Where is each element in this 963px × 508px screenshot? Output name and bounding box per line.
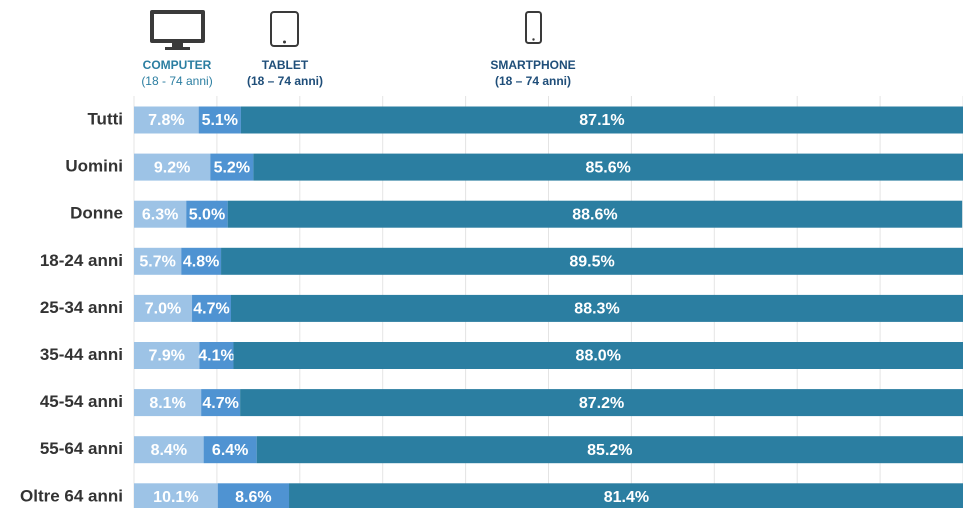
y-tick-label: 55-64 anni	[40, 439, 123, 458]
value-label: 87.1%	[579, 112, 624, 129]
bar-segment	[210, 153, 254, 181]
y-tick-label: Oltre 64 anni	[20, 486, 123, 505]
bar-segment	[240, 389, 963, 417]
value-label: 4.1%	[198, 348, 234, 365]
value-label: 88.3%	[574, 301, 619, 318]
value-label: 5.7%	[139, 254, 175, 271]
bar-segment	[134, 389, 202, 417]
bar-segment	[253, 153, 963, 181]
value-label: 6.4%	[212, 442, 248, 459]
legend-range: (18 - 74 anni)	[141, 74, 212, 88]
value-label: 5.1%	[202, 112, 238, 129]
bar-segment	[230, 294, 963, 322]
y-tick-label: Uomini	[65, 157, 123, 176]
value-label: 9.2%	[154, 159, 190, 176]
bar-segment	[134, 342, 200, 369]
legend-range: (18 – 74 anni)	[495, 74, 571, 88]
value-label: 88.6%	[572, 206, 617, 223]
value-label: 4.8%	[183, 254, 219, 271]
bar-segment	[221, 247, 963, 275]
y-tick-label: 35-44 anni	[40, 345, 123, 364]
value-label: 5.0%	[189, 206, 225, 223]
bar-segment	[181, 247, 222, 275]
bar-segment	[134, 436, 204, 464]
value-label: 8.6%	[235, 489, 271, 506]
legend-label: TABLET	[262, 58, 309, 72]
value-label: 89.5%	[569, 254, 614, 271]
value-label: 5.2%	[214, 159, 250, 176]
value-label: 10.1%	[153, 489, 198, 506]
bar-segment	[233, 342, 963, 369]
y-tick-label: 25-34 anni	[40, 298, 123, 317]
value-label: 6.3%	[142, 206, 178, 223]
bar-segment	[134, 483, 218, 508]
value-label: 85.2%	[587, 442, 632, 459]
bar-segment	[134, 106, 199, 134]
value-label: 4.7%	[202, 395, 238, 412]
bar-segment	[186, 200, 228, 228]
y-tick-label: 45-54 anni	[40, 392, 123, 411]
y-tick-label: 18-24 anni	[40, 251, 123, 270]
bar-segment	[201, 389, 241, 417]
bar-segment	[134, 200, 187, 228]
value-label: 8.4%	[151, 442, 187, 459]
bar-segment	[198, 106, 241, 134]
value-label: 4.7%	[193, 301, 229, 318]
bar-segment	[256, 436, 963, 464]
bar-segment	[227, 200, 963, 228]
bar-segment	[134, 247, 182, 275]
legend-label: COMPUTER	[143, 58, 212, 72]
value-label: 81.4%	[604, 489, 649, 506]
bar-segment	[240, 106, 963, 134]
value-label: 88.0%	[576, 348, 621, 365]
y-tick-label: Tutti	[87, 109, 123, 128]
legend-label: SMARTPHONE	[490, 58, 575, 72]
bar-segment	[134, 294, 193, 322]
smartphone-icon	[525, 11, 542, 44]
value-label: 85.6%	[586, 159, 631, 176]
bar-segment	[217, 483, 290, 508]
bar-segment	[199, 342, 234, 369]
tablet-icon	[270, 11, 299, 47]
y-tick-label: Donne	[70, 204, 123, 223]
value-label: 87.2%	[579, 395, 624, 412]
computer-icon	[150, 10, 205, 50]
bar-segment	[192, 294, 231, 322]
bar-segment	[203, 436, 257, 464]
bar-segment	[289, 483, 963, 508]
legend-range: (18 – 74 anni)	[247, 74, 323, 88]
value-label: 7.9%	[149, 348, 185, 365]
value-label: 7.8%	[148, 112, 184, 129]
value-label: 8.1%	[149, 395, 185, 412]
value-label: 7.0%	[145, 301, 181, 318]
bar-segment	[134, 153, 211, 181]
